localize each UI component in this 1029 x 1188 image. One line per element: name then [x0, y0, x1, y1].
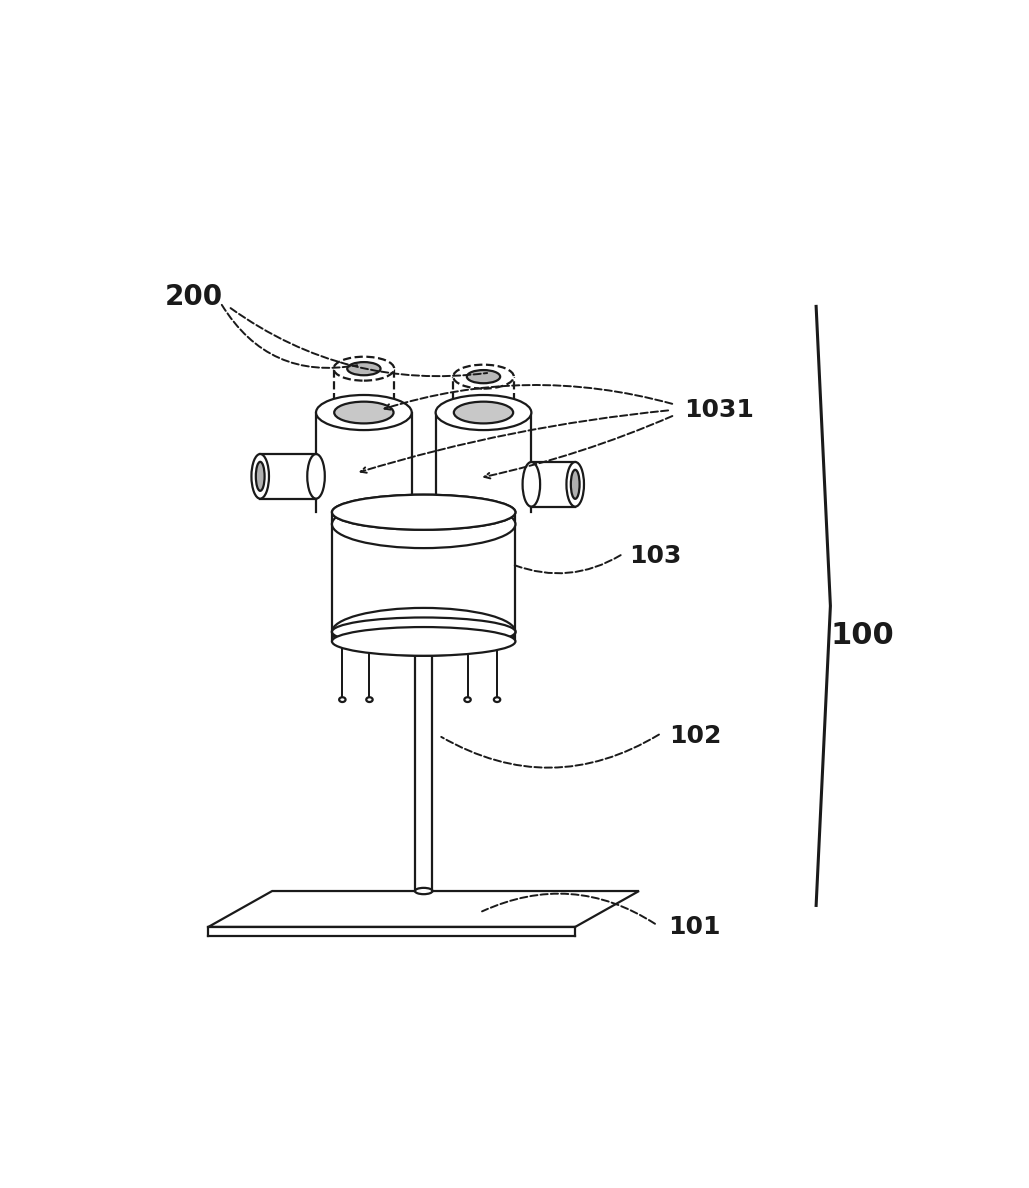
Ellipse shape: [332, 494, 516, 530]
Text: 200: 200: [165, 283, 223, 311]
Text: 101: 101: [669, 915, 721, 939]
Ellipse shape: [340, 697, 346, 702]
Ellipse shape: [494, 697, 500, 702]
Ellipse shape: [334, 402, 393, 423]
Ellipse shape: [566, 462, 584, 506]
Polygon shape: [208, 891, 639, 927]
Text: 102: 102: [669, 723, 721, 747]
Text: 103: 103: [629, 544, 681, 568]
Ellipse shape: [308, 454, 325, 499]
Ellipse shape: [467, 371, 500, 384]
Ellipse shape: [347, 362, 381, 375]
Text: 100: 100: [830, 621, 894, 650]
Ellipse shape: [415, 887, 432, 895]
Ellipse shape: [454, 402, 513, 423]
Ellipse shape: [435, 394, 531, 430]
Ellipse shape: [316, 394, 412, 430]
Ellipse shape: [332, 494, 516, 530]
Ellipse shape: [251, 454, 269, 499]
Ellipse shape: [332, 618, 516, 646]
Ellipse shape: [415, 628, 432, 636]
Ellipse shape: [332, 500, 516, 548]
Ellipse shape: [256, 462, 264, 491]
Ellipse shape: [464, 697, 470, 702]
Ellipse shape: [332, 608, 516, 656]
Ellipse shape: [333, 356, 394, 380]
Ellipse shape: [523, 462, 540, 506]
Ellipse shape: [332, 627, 516, 656]
Ellipse shape: [366, 697, 372, 702]
Ellipse shape: [453, 365, 513, 388]
Ellipse shape: [571, 469, 579, 499]
Text: 1031: 1031: [684, 398, 753, 422]
